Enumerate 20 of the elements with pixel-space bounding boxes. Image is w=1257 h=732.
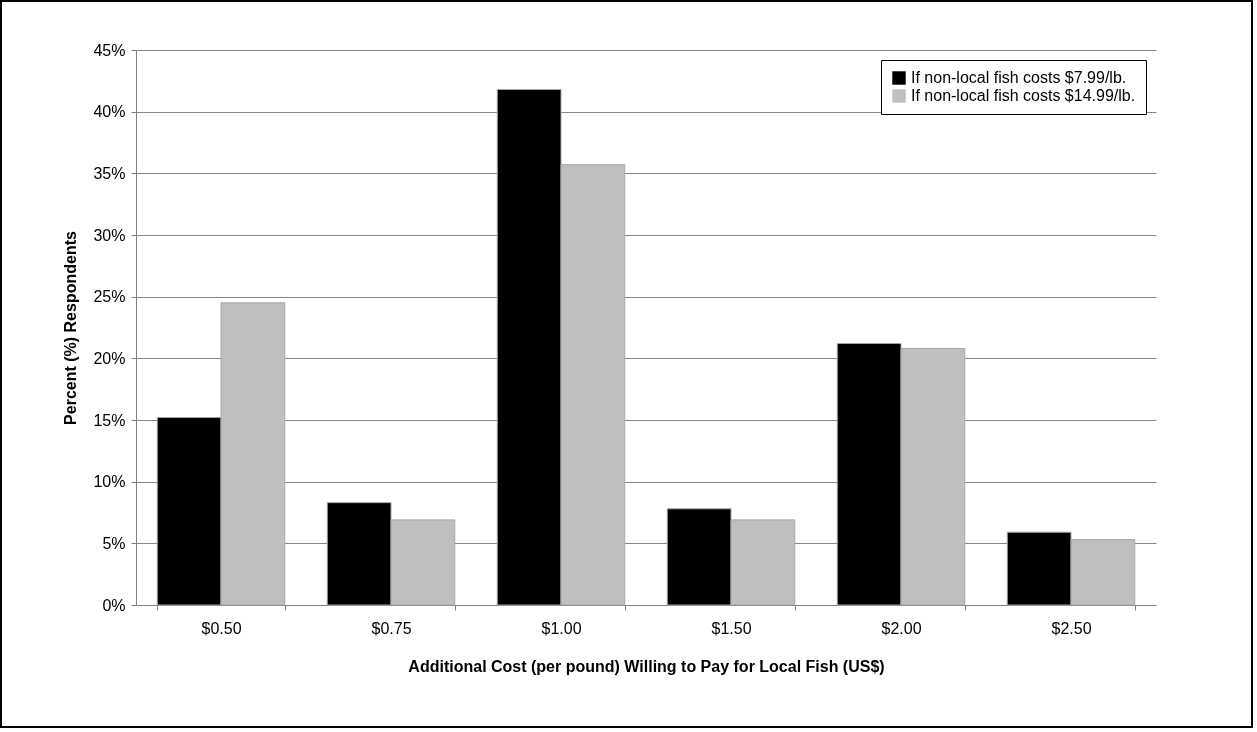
y-axis-title: Percent (%) Respondents: [62, 230, 80, 425]
x-tick-label: $1.00: [541, 619, 582, 637]
y-tick-label: 35%: [93, 164, 126, 182]
x-axis-title: Additional Cost (per pound) Willing to Pay for Local Fish (US$): [408, 657, 885, 675]
legend-label: If non-local fish costs $7.99/lb.: [911, 69, 1127, 86]
y-tick-label: 20%: [93, 349, 126, 367]
y-tick-label: 45%: [93, 41, 126, 59]
x-tick-label: $1.50: [711, 619, 752, 637]
y-tick-label: 40%: [93, 103, 126, 121]
y-tick-label: 30%: [93, 226, 126, 244]
y-tick-label: 25%: [93, 288, 126, 306]
x-tick-label: $0.50: [201, 619, 242, 637]
x-tick-label: $2.50: [1051, 619, 1092, 637]
y-tick-label: 0%: [102, 596, 126, 614]
x-tick-label: $0.75: [371, 619, 412, 637]
y-tick-label: 10%: [93, 473, 126, 491]
y-tick-label: 15%: [93, 411, 126, 429]
y-tick-label: 5%: [102, 534, 126, 552]
legend-label: If non-local fish costs $14.99/lb.: [911, 87, 1136, 104]
x-tick-label: $2.00: [881, 619, 922, 637]
